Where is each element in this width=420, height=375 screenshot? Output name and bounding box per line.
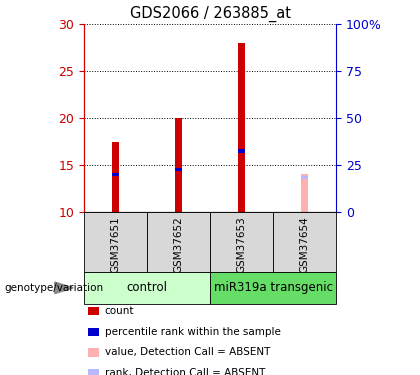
- Bar: [238, 149, 245, 153]
- Bar: [112, 142, 119, 212]
- Bar: [238, 43, 245, 212]
- Bar: [210, 272, 336, 304]
- Bar: [84, 272, 210, 304]
- Text: GSM37652: GSM37652: [173, 217, 184, 273]
- Bar: [301, 176, 308, 179]
- Bar: [175, 118, 182, 212]
- Text: control: control: [126, 281, 168, 294]
- Text: GSM37651: GSM37651: [110, 217, 121, 273]
- Text: count: count: [105, 306, 134, 316]
- Text: genotype/variation: genotype/variation: [4, 283, 103, 293]
- Text: percentile rank within the sample: percentile rank within the sample: [105, 327, 281, 337]
- Bar: [301, 174, 308, 212]
- Bar: [175, 168, 182, 171]
- Polygon shape: [55, 282, 73, 294]
- Text: miR319a transgenic: miR319a transgenic: [213, 281, 333, 294]
- Bar: [147, 212, 210, 272]
- Bar: [210, 212, 273, 272]
- Bar: [84, 212, 147, 272]
- Text: rank, Detection Call = ABSENT: rank, Detection Call = ABSENT: [105, 368, 265, 375]
- Title: GDS2066 / 263885_at: GDS2066 / 263885_at: [129, 5, 291, 22]
- Text: value, Detection Call = ABSENT: value, Detection Call = ABSENT: [105, 348, 270, 357]
- Text: GSM37654: GSM37654: [299, 217, 310, 273]
- Bar: [112, 173, 119, 176]
- Bar: [273, 212, 336, 272]
- Text: GSM37653: GSM37653: [236, 217, 247, 273]
